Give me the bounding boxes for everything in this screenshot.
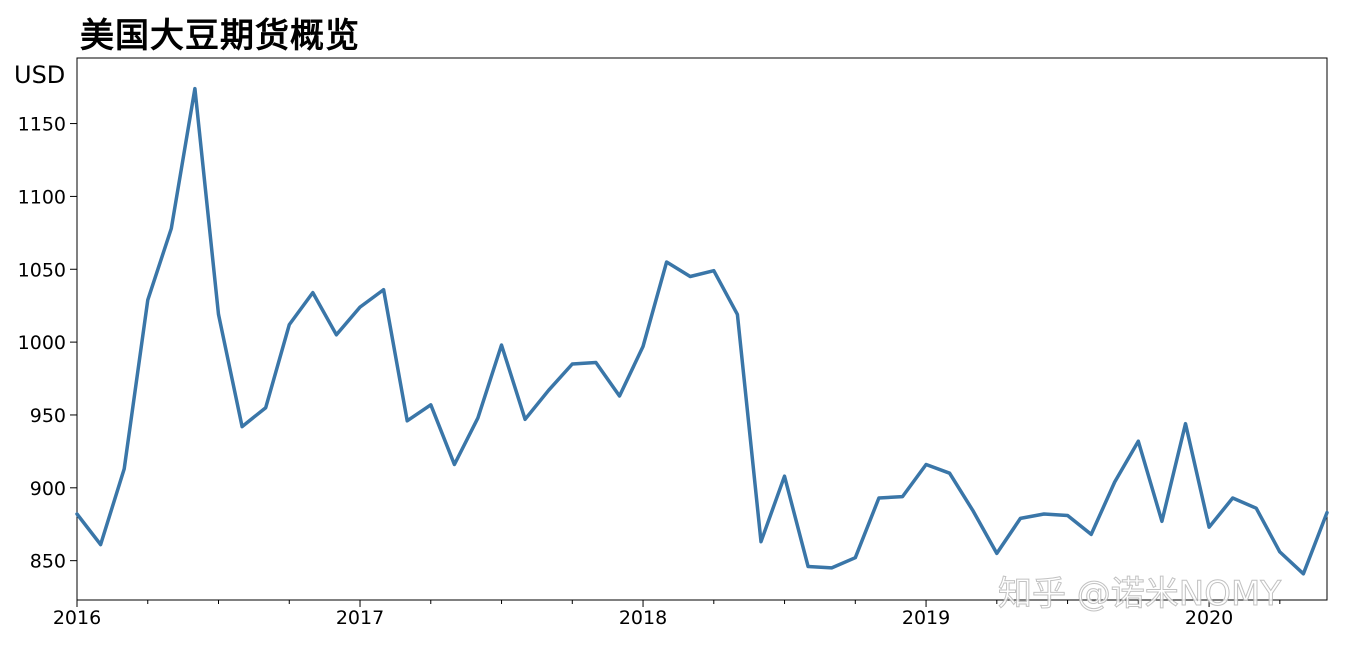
x-tick-label: 2020 <box>1185 607 1233 629</box>
x-tick-label: 2017 <box>336 607 384 629</box>
y-axis-unit-label: USD <box>14 61 65 89</box>
y-tick-label: 1100 <box>18 186 66 208</box>
y-tick-label: 1000 <box>18 332 66 354</box>
x-axis: 2016 2017 2018 2019 2020 <box>53 600 1281 629</box>
y-tick-label: 850 <box>30 551 66 573</box>
y-tick-label: 1150 <box>18 114 66 136</box>
series-group <box>75 86 1329 576</box>
axes-frame <box>76 57 1328 601</box>
y-tick-label: 1050 <box>18 259 66 281</box>
x-tick-label: 2019 <box>902 607 950 629</box>
plot-area-border <box>76 57 1328 601</box>
y-axis: 850 900 950 1000 1050 1100 1150 <box>18 114 77 573</box>
x-tick-label: 2018 <box>619 607 667 629</box>
price-series-line <box>75 86 1329 576</box>
x-tick-label: 2016 <box>53 607 101 629</box>
y-tick-label: 900 <box>30 478 66 500</box>
chart-title: 美国大豆期货概览 <box>80 16 360 56</box>
y-tick-label: 950 <box>30 405 66 427</box>
watermark-text: 知乎 @诺米NOMY <box>998 574 1281 614</box>
